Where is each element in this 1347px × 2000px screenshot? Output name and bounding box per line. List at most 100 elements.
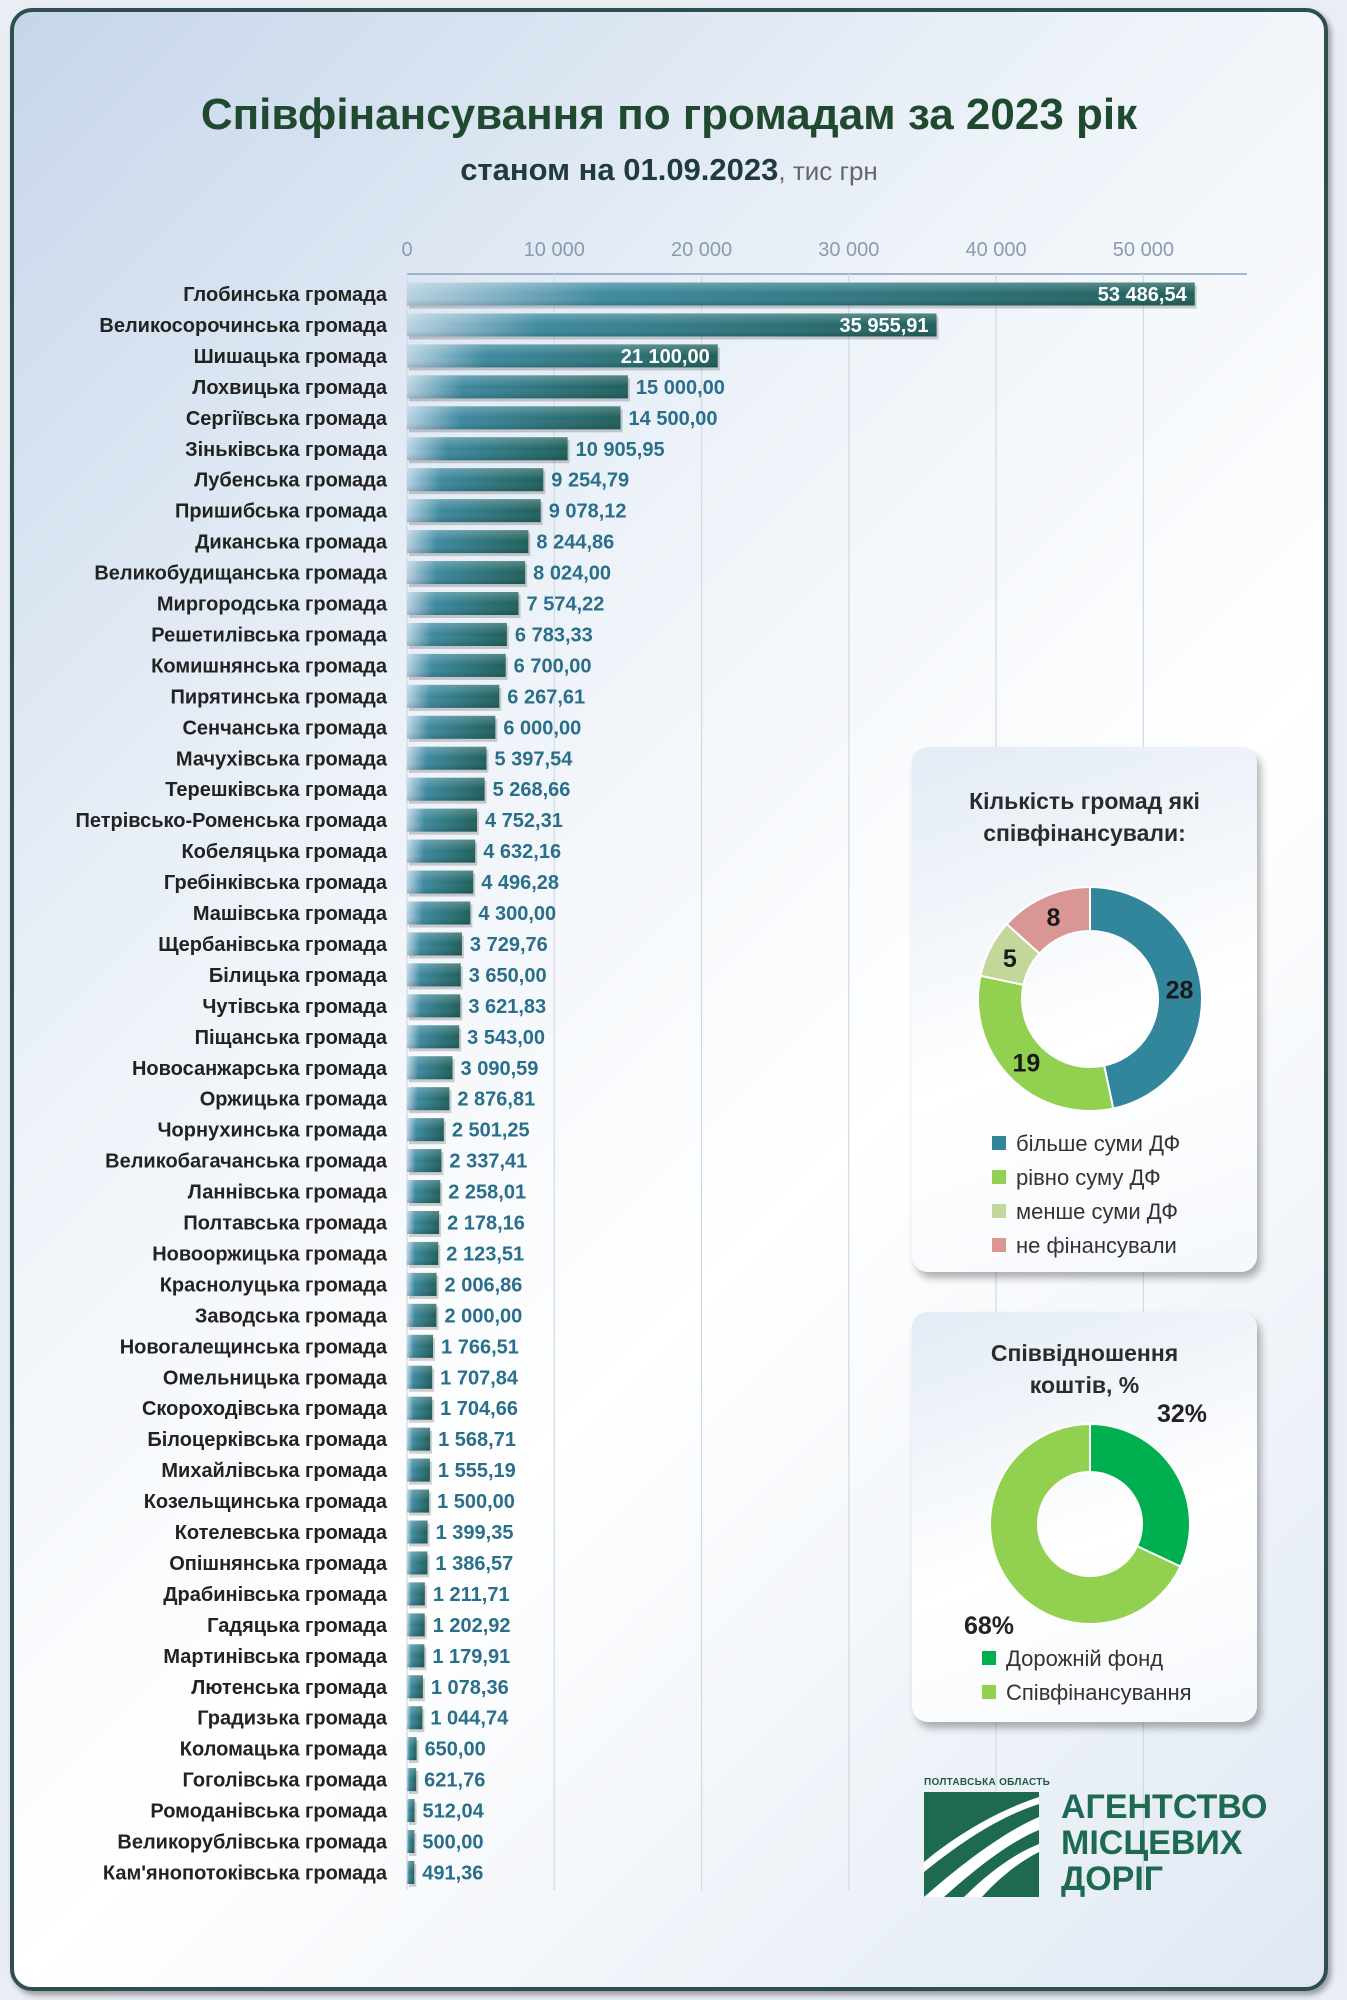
category-label: Новосанжарська громада bbox=[132, 1058, 388, 1080]
value-label: 2 501,25 bbox=[452, 1120, 530, 1142]
value-label: 2 006,86 bbox=[445, 1274, 523, 1296]
bar-highlight bbox=[407, 499, 541, 523]
value-label: 650,00 bbox=[425, 1739, 486, 1761]
category-label: Мартинівська громада bbox=[163, 1646, 387, 1668]
value-label: 4 300,00 bbox=[478, 903, 556, 925]
category-label: Сергіївська громада bbox=[186, 408, 388, 430]
bar-highlight bbox=[407, 1458, 430, 1482]
value-label: 8 244,86 bbox=[536, 532, 614, 554]
category-label: Драбинівська громада bbox=[163, 1584, 388, 1606]
value-label: 1 500,00 bbox=[437, 1491, 515, 1513]
bar-highlight bbox=[407, 1520, 428, 1544]
value-label: 2 123,51 bbox=[446, 1243, 524, 1265]
bar-highlight bbox=[407, 653, 506, 677]
bar-highlight bbox=[407, 437, 568, 461]
value-label: 15 000,00 bbox=[636, 377, 725, 399]
category-label: Диканська громада bbox=[195, 532, 388, 554]
ratio-label-road-fund: 32% bbox=[1157, 1400, 1208, 1428]
ratio-panel: Співвідношення коштів, % 32% 68% Дорожні… bbox=[912, 1312, 1257, 1722]
value-label: 3 090,59 bbox=[461, 1058, 539, 1080]
value-label: 3 729,76 bbox=[470, 934, 548, 956]
x-tick-label: 40 000 bbox=[966, 239, 1027, 261]
value-label: 5 397,54 bbox=[494, 748, 573, 770]
x-tick-label: 0 bbox=[401, 239, 412, 261]
bar-highlight bbox=[407, 592, 519, 615]
value-label: 3 543,00 bbox=[467, 1027, 545, 1049]
value-label: 14 500,00 bbox=[629, 408, 718, 430]
value-label: 1 568,71 bbox=[438, 1429, 516, 1451]
x-tick-label: 10 000 bbox=[524, 239, 585, 261]
value-label: 1 211,71 bbox=[433, 1584, 510, 1606]
legend-swatch bbox=[992, 1204, 1006, 1219]
category-label: Омельницька громада bbox=[163, 1367, 388, 1389]
category-label: Зіньківська громада bbox=[185, 439, 388, 461]
bar-highlight bbox=[407, 777, 485, 801]
category-label: Великорублівська громада bbox=[117, 1832, 387, 1854]
category-label: Піщанська громада bbox=[195, 1027, 388, 1049]
value-label: 1 179,91 bbox=[432, 1646, 510, 1668]
category-label: Миргородська громада bbox=[157, 594, 388, 616]
value-label: 7 574,22 bbox=[527, 594, 605, 616]
category-label: Чутівська громада bbox=[202, 996, 388, 1018]
value-label: 21 100,00 bbox=[621, 346, 710, 368]
legend-swatch bbox=[992, 1238, 1006, 1253]
subtitle-unit: , тис грн bbox=[778, 156, 878, 186]
bar-highlight bbox=[407, 1303, 437, 1327]
legend-label: Дорожній фонд bbox=[1006, 1646, 1164, 1671]
category-label: Мачухівська громада bbox=[176, 748, 388, 770]
x-tick-label: 50 000 bbox=[1113, 239, 1174, 261]
bar-highlight bbox=[407, 839, 476, 863]
bar-highlight bbox=[407, 1706, 423, 1730]
legend-entry: менше суми ДФ bbox=[992, 1199, 1178, 1225]
legend-swatch bbox=[992, 1136, 1006, 1151]
value-label: 1 044,74 bbox=[430, 1708, 509, 1730]
value-label: 621,76 bbox=[424, 1770, 485, 1792]
value-label: 6 267,61 bbox=[507, 686, 585, 708]
category-label: Ланнівська громада bbox=[188, 1182, 388, 1204]
category-label: Новогалещинська громада bbox=[120, 1336, 388, 1358]
road-logo-icon bbox=[924, 1792, 1039, 1897]
category-label: Глобинська громада bbox=[183, 284, 388, 306]
value-label: 1 555,19 bbox=[438, 1460, 516, 1482]
legend-label: не фінансували bbox=[1016, 1233, 1177, 1258]
category-label: Гребінківська громада bbox=[164, 872, 388, 894]
value-label: 53 486,54 bbox=[1098, 284, 1188, 306]
value-label: 6 000,00 bbox=[503, 717, 581, 739]
ratio-label-cofinancing: 68% bbox=[964, 1612, 1015, 1640]
category-label: Білоцерківська громада bbox=[147, 1429, 388, 1451]
category-label: Сенчанська громада bbox=[182, 717, 387, 739]
bar-highlight bbox=[407, 1582, 425, 1606]
donut-value-label: 5 bbox=[1003, 945, 1017, 973]
bar-highlight bbox=[407, 1830, 415, 1853]
donut-value-label: 8 bbox=[1046, 904, 1060, 932]
category-label: Оржицька громада bbox=[200, 1089, 388, 1111]
bar-highlight bbox=[407, 1799, 415, 1823]
donut-value-label: 28 bbox=[1166, 977, 1194, 1005]
ratio-donut-chart bbox=[989, 1422, 1191, 1625]
category-label: Решетилівська громада bbox=[151, 624, 388, 646]
value-label: 10 905,95 bbox=[576, 439, 665, 461]
category-label: Петрівсько-Роменська громада bbox=[75, 810, 387, 832]
donut-slice bbox=[1089, 885, 1203, 1110]
legend-label: рівно суму ДФ bbox=[1016, 1165, 1161, 1190]
page-subtitle: станом на 01.09.2023, тис грн bbox=[14, 152, 1324, 188]
value-label: 1 707,84 bbox=[440, 1367, 519, 1389]
category-label: Гоголівська громада bbox=[183, 1770, 388, 1792]
category-label: Великосорочинська громада bbox=[99, 315, 387, 337]
value-label: 512,04 bbox=[423, 1801, 485, 1823]
bar-highlight bbox=[407, 1489, 430, 1513]
bar-highlight bbox=[407, 1365, 433, 1389]
bar-highlight bbox=[407, 870, 474, 894]
bar-highlight bbox=[407, 932, 462, 956]
bar-highlight bbox=[407, 1334, 434, 1358]
x-tick-label: 30 000 bbox=[818, 239, 879, 261]
bar-highlight bbox=[407, 1241, 439, 1265]
bar-highlight bbox=[407, 746, 487, 770]
bar-highlight bbox=[407, 1427, 431, 1451]
category-label: Козельщинська громада bbox=[144, 1491, 388, 1513]
value-label: 2 876,81 bbox=[457, 1089, 535, 1111]
value-label: 491,36 bbox=[422, 1862, 483, 1884]
count-panel: Кількість громад які співфінансували: 28… bbox=[912, 747, 1257, 1272]
agency-logo: ПОЛТАВСЬКА ОБЛАСТЬ АГЕНТСТВО МІСЦЕВИХ ДО… bbox=[924, 1777, 1304, 1907]
legend-swatch bbox=[982, 1651, 996, 1666]
